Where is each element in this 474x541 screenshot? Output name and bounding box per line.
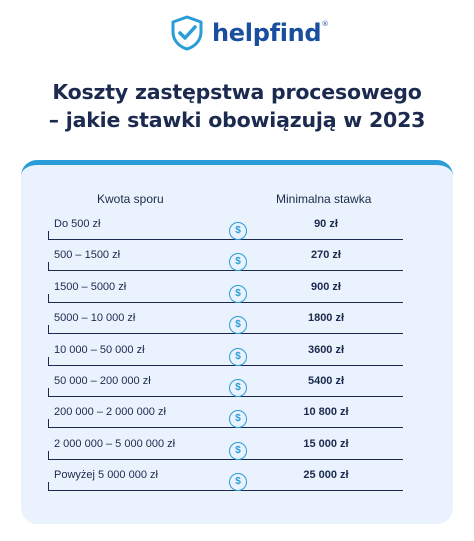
currency-symbol: $ [235,319,241,331]
dollar-coin-icon: $ [229,222,247,240]
table-row: 1500 – 5000 zł $900 zł [48,281,403,303]
row-amount: 5000 – 10 000 zł [54,312,136,325]
row-amount: 200 000 – 2 000 000 zł [54,406,166,419]
dollar-coin-icon: $ [229,410,247,429]
currency-symbol: $ [235,444,241,456]
row-amount: 50 000 – 200 000 zł [54,375,151,387]
currency-symbol: $ [235,476,241,488]
currency-symbol: $ [235,256,241,268]
dollar-coin-icon: $ [229,379,247,397]
row-amount: Powyżej 5 000 000 zł [54,469,158,482]
row-underline [48,293,403,303]
page-title: Koszty zastępstwa procesowego – jakie st… [0,78,474,134]
currency-symbol: $ [235,382,241,393]
row-rate: 5400 zł [307,375,345,387]
row-underline [48,388,403,397]
logo-wordmark: helpfind ® [212,19,329,47]
row-amount: 500 – 1500 zł [54,249,121,262]
column-header-amount: Kwota sporu [97,192,164,206]
table-row: 2 000 000 – 5 000 000 zł $15 000 zł [48,438,403,460]
currency-symbol: $ [235,225,241,236]
row-rate: 3600 zł [307,343,345,356]
dollar-coin-icon: $ [229,441,247,460]
dollar-coin-icon: $ [229,347,247,366]
row-rate: 10 800 zł [303,406,349,419]
currency-symbol: $ [235,413,241,425]
helpfind-logo: helpfind ® [170,15,329,51]
row-rate: 25 000 zł [303,469,349,482]
row-rate: 900 zł [311,280,341,293]
column-header-rate: Minimalna stawka [276,192,372,206]
table-row: 50 000 – 200 000 zł $5400 zł [48,375,403,397]
table-row: 5000 – 10 000 zł $1800 zł [48,312,403,335]
row-underline [48,450,403,460]
dollar-coin-icon: $ [229,316,247,335]
row-rate: 15 000 zł [303,437,349,450]
table-row: 500 – 1500 zł $270 zł [48,249,403,272]
table-row: Do 500 zł $90 zł [48,218,403,240]
row-underline [48,262,403,272]
dollar-coin-icon: $ [229,253,247,272]
row-underline [48,356,403,366]
row-rate: 270 zł [311,249,341,262]
table-row: Powyżej 5 000 000 zł $25 000 zł [48,469,403,492]
row-underline [48,419,403,429]
title-line-2: – jakie stawki obowiązują w 2023 [48,108,426,132]
title-line-1: Koszty zastępstwa procesowego [52,80,422,104]
row-rate: 90 zł [314,218,338,230]
table-row: 10 000 – 50 000 zł $3600 zł [48,344,403,366]
row-underline [48,325,403,335]
currency-symbol: $ [235,350,241,362]
shield-check-icon [171,15,203,51]
row-underline [48,231,403,240]
dollar-coin-icon: $ [229,473,247,492]
dollar-coin-icon: $ [229,284,247,303]
currency-symbol: $ [235,287,241,299]
row-amount: 10 000 – 50 000 zł [54,343,145,356]
registered-mark: ® [321,20,329,28]
table-row: 200 000 – 2 000 000 zł $10 800 zł [48,406,403,429]
row-amount: 1500 – 5000 zł [54,280,127,293]
row-underline [48,482,403,492]
row-rate: 1800 zł [307,312,345,325]
row-amount: 2 000 000 – 5 000 000 zł [54,437,176,450]
rates-table-card: Kwota sporu Minimalna stawka Do 500 zł $9… [21,160,453,524]
row-amount: Do 500 zł [54,218,101,230]
